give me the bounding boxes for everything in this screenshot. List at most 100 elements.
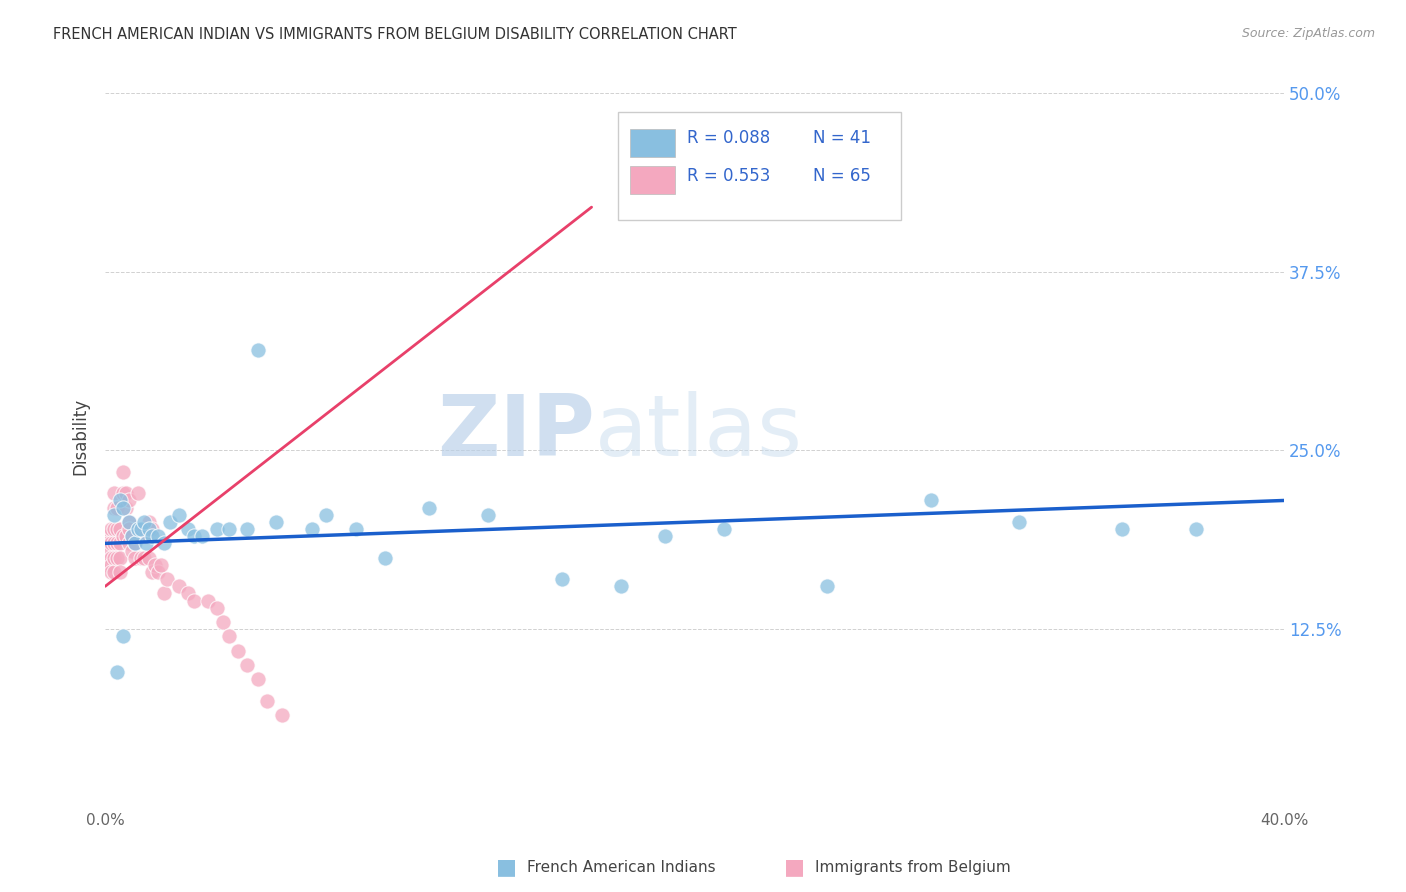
- Point: [111, 486, 134, 500]
- Point: [191, 529, 214, 543]
- Point: [108, 550, 131, 565]
- Point: [127, 522, 149, 536]
- Point: [97, 558, 120, 572]
- Point: [111, 529, 134, 543]
- Point: [143, 558, 166, 572]
- Point: [103, 565, 125, 579]
- Text: French American Indians: French American Indians: [527, 860, 716, 874]
- Text: FRENCH AMERICAN INDIAN VS IMMIGRANTS FROM BELGIUM DISABILITY CORRELATION CHART: FRENCH AMERICAN INDIAN VS IMMIGRANTS FRO…: [53, 27, 737, 42]
- Point: [610, 579, 633, 593]
- Point: [118, 536, 141, 550]
- Point: [247, 673, 270, 687]
- Point: [115, 486, 138, 500]
- Point: [135, 536, 157, 550]
- Point: [344, 522, 367, 536]
- Point: [218, 522, 240, 536]
- Point: [124, 550, 146, 565]
- Text: R = 0.088: R = 0.088: [686, 129, 769, 147]
- Point: [127, 486, 149, 500]
- Point: [183, 593, 205, 607]
- Point: [150, 558, 173, 572]
- Point: [103, 508, 125, 522]
- Point: [115, 529, 138, 543]
- Text: Immigrants from Belgium: Immigrants from Belgium: [815, 860, 1011, 874]
- Point: [111, 629, 134, 643]
- Point: [1008, 515, 1031, 529]
- Point: [183, 529, 205, 543]
- Point: [129, 522, 152, 536]
- Point: [118, 515, 141, 529]
- Point: [167, 579, 190, 593]
- Point: [115, 500, 138, 515]
- Point: [100, 565, 122, 579]
- Point: [138, 550, 160, 565]
- Point: [477, 508, 499, 522]
- Text: atlas: atlas: [595, 391, 803, 474]
- Point: [105, 522, 128, 536]
- Text: N = 65: N = 65: [813, 167, 870, 185]
- Point: [118, 515, 141, 529]
- Point: [127, 522, 149, 536]
- Point: [235, 658, 257, 673]
- Point: [141, 565, 163, 579]
- Y-axis label: Disability: Disability: [72, 398, 89, 475]
- Point: [235, 522, 257, 536]
- Text: N = 41: N = 41: [813, 129, 870, 147]
- Point: [135, 529, 157, 543]
- Point: [418, 500, 440, 515]
- Point: [108, 522, 131, 536]
- Point: [105, 665, 128, 680]
- Point: [108, 493, 131, 508]
- Point: [156, 572, 179, 586]
- Point: [132, 550, 155, 565]
- Point: [105, 550, 128, 565]
- Point: [141, 529, 163, 543]
- Point: [713, 522, 735, 536]
- Point: [153, 586, 176, 600]
- Point: [108, 536, 131, 550]
- Text: ■: ■: [496, 857, 516, 877]
- Text: ZIP: ZIP: [437, 391, 595, 474]
- FancyBboxPatch shape: [630, 128, 675, 157]
- Point: [97, 536, 120, 550]
- Point: [100, 522, 122, 536]
- Point: [105, 536, 128, 550]
- Point: [103, 522, 125, 536]
- Point: [551, 572, 574, 586]
- Point: [121, 529, 143, 543]
- Point: [105, 500, 128, 515]
- Point: [247, 343, 270, 358]
- FancyBboxPatch shape: [630, 166, 675, 194]
- Point: [167, 508, 190, 522]
- Point: [97, 529, 120, 543]
- Point: [148, 565, 170, 579]
- Text: R = 0.553: R = 0.553: [686, 167, 770, 185]
- Point: [374, 550, 396, 565]
- Point: [97, 543, 120, 558]
- Point: [100, 550, 122, 565]
- Point: [132, 522, 155, 536]
- Point: [118, 493, 141, 508]
- Point: [315, 508, 337, 522]
- Point: [100, 536, 122, 550]
- Point: [103, 486, 125, 500]
- Point: [111, 500, 134, 515]
- Point: [654, 529, 676, 543]
- Point: [141, 522, 163, 536]
- Point: [205, 600, 228, 615]
- Point: [218, 629, 240, 643]
- Text: ■: ■: [785, 857, 804, 877]
- Point: [124, 536, 146, 550]
- Point: [103, 550, 125, 565]
- Point: [108, 565, 131, 579]
- Point: [103, 500, 125, 515]
- Point: [264, 515, 287, 529]
- Point: [177, 586, 200, 600]
- Point: [129, 550, 152, 565]
- Point: [159, 515, 181, 529]
- Point: [103, 536, 125, 550]
- Point: [121, 529, 143, 543]
- Point: [138, 522, 160, 536]
- Point: [124, 536, 146, 550]
- Point: [129, 522, 152, 536]
